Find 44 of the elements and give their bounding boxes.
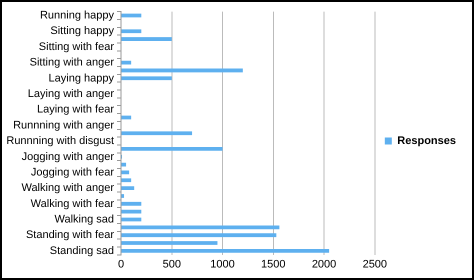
bar — [122, 178, 132, 182]
x-tick-label: 1000 — [210, 258, 235, 270]
bar — [122, 194, 124, 198]
y-tick-label: Walking sad — [54, 214, 114, 226]
y-tick-label: Laying with fear — [36, 104, 114, 116]
bar — [122, 14, 142, 18]
x-tick-label: 0 — [118, 258, 124, 270]
bar — [122, 225, 280, 230]
bar — [122, 131, 192, 136]
bar — [122, 218, 142, 222]
y-tick-label: Sitting with anger — [30, 56, 114, 69]
y-tick-label: Standing sad — [50, 244, 114, 257]
bar — [122, 233, 276, 238]
y-tick-label: Sitting with fear — [38, 40, 114, 53]
x-tick-label: 1500 — [261, 258, 286, 270]
bar — [122, 202, 142, 206]
y-tick-label: Laying with anger — [28, 88, 114, 100]
y-tick-label: Jogging with anger — [22, 150, 114, 163]
y-tick-label: Standing with fear — [26, 229, 114, 242]
x-tick-label: 2000 — [312, 258, 336, 270]
bar — [122, 170, 130, 174]
bar — [122, 60, 132, 64]
bar — [122, 241, 218, 245]
legend-label: Responses — [397, 135, 456, 148]
y-tick-label: Walking with anger — [21, 182, 114, 194]
y-tick-label: Laying happy — [48, 72, 114, 84]
bar — [122, 210, 142, 214]
y-tick-label: Walking with fear — [30, 198, 114, 210]
x-tick-label: 2500 — [362, 258, 388, 270]
bar — [122, 248, 330, 253]
x-tick-label: 500 — [162, 258, 181, 270]
bar — [122, 186, 134, 190]
bar — [122, 37, 172, 41]
bar — [122, 147, 223, 151]
bar — [122, 68, 243, 72]
bar — [122, 29, 142, 34]
y-tick-label: Jogging with fear — [30, 166, 114, 178]
bar — [122, 116, 132, 120]
bar — [122, 76, 172, 80]
y-tick-label: Runnning with anger — [13, 119, 114, 132]
y-tick-label: Runnning with disgust — [6, 135, 114, 148]
bar — [122, 162, 126, 166]
y-tick-label: Sitting happy — [50, 25, 114, 38]
y-tick-label: Running happy — [40, 10, 114, 22]
